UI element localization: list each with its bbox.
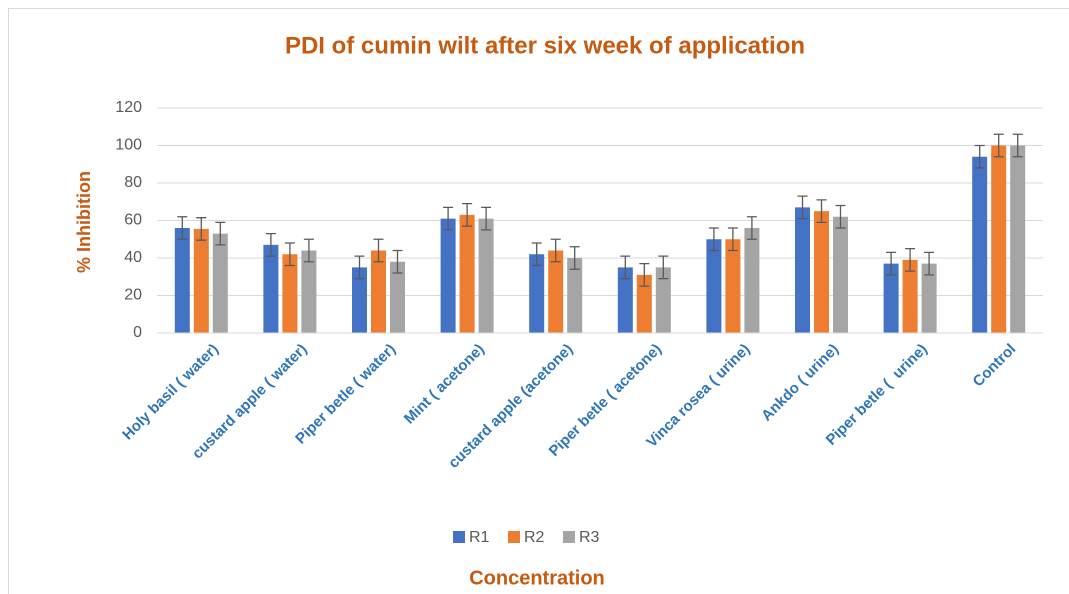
- bar: [390, 261, 405, 333]
- bar: [814, 211, 829, 333]
- error-bar: [1012, 133, 1023, 158]
- y-tick-label: 20: [124, 287, 142, 304]
- error-bar: [462, 202, 473, 227]
- error-bar: [481, 206, 492, 231]
- error-bar: [835, 204, 846, 229]
- bar: [1010, 145, 1026, 333]
- error-bar: [443, 206, 454, 231]
- error-bar: [639, 262, 650, 287]
- error-bar: [727, 227, 738, 252]
- y-tick-label: 120: [115, 99, 142, 116]
- legend-label: R2: [524, 529, 545, 546]
- chart-border: [8, 8, 1069, 594]
- error-bar: [620, 255, 631, 280]
- y-tick-label: 100: [115, 137, 142, 154]
- legend-label: R1: [469, 529, 490, 546]
- bar: [902, 259, 918, 333]
- error-bar: [284, 242, 295, 267]
- x-axis-title: Concentration: [469, 567, 605, 589]
- bar: [282, 254, 298, 333]
- chart-title: PDI of cumin wilt after six week of appl…: [285, 32, 805, 59]
- y-axis-title: % Inhibition: [74, 171, 94, 273]
- bar: [371, 250, 386, 333]
- error-bar: [924, 251, 935, 276]
- legend-swatch: [453, 531, 465, 543]
- x-tick-label: Mint ( acetone): [401, 341, 488, 428]
- y-tick-label: 60: [124, 212, 142, 229]
- bar: [263, 244, 279, 333]
- bar: [795, 207, 810, 333]
- error-bar: [392, 249, 403, 274]
- legend-swatch: [563, 531, 575, 543]
- bar: [459, 214, 475, 333]
- error-bar: [215, 221, 226, 246]
- y-tick-label: 0: [133, 324, 142, 341]
- error-bar: [797, 195, 808, 220]
- x-tick-label: Control: [970, 341, 1020, 391]
- x-tick-label: Piper betle ( urine): [823, 341, 931, 449]
- error-bar: [354, 255, 365, 280]
- bar: [706, 239, 722, 333]
- bar: [548, 250, 564, 333]
- legend-label: R3: [579, 529, 600, 546]
- bar: [883, 263, 899, 333]
- bar: [744, 228, 760, 333]
- error-bar: [816, 199, 827, 224]
- error-bar: [531, 242, 542, 267]
- bar: [921, 263, 937, 333]
- bar: [193, 228, 209, 333]
- bar: [725, 239, 741, 333]
- bar: [212, 233, 228, 333]
- bar: [478, 218, 494, 333]
- bar: [655, 267, 671, 333]
- error-bar: [303, 238, 314, 263]
- error-bar: [746, 216, 757, 240]
- bar: [529, 254, 545, 333]
- bar: [567, 258, 583, 333]
- error-bar: [886, 251, 897, 276]
- error-bar: [905, 247, 916, 272]
- error-bar: [658, 255, 669, 280]
- x-tick-label: Holy basil ( water): [119, 341, 222, 444]
- bar: [174, 228, 190, 333]
- error-bar: [373, 238, 384, 263]
- bar: [440, 218, 456, 333]
- error-bar: [974, 144, 985, 169]
- bar: [991, 145, 1007, 333]
- error-bar: [993, 133, 1004, 158]
- y-tick-label: 80: [124, 174, 142, 191]
- bar: [617, 267, 633, 333]
- bar: [972, 156, 988, 333]
- bar: [833, 216, 848, 333]
- error-bar: [569, 246, 580, 270]
- legend-swatch: [508, 531, 520, 543]
- bar: [352, 267, 367, 333]
- bar: [301, 250, 317, 333]
- error-bar: [196, 217, 207, 241]
- error-bar: [177, 216, 188, 240]
- error-bar: [550, 238, 561, 263]
- error-bar: [708, 227, 719, 252]
- x-tick-label: Ankdo ( urine): [758, 341, 842, 425]
- y-tick-label: 40: [124, 249, 142, 266]
- bar: [636, 274, 652, 333]
- x-tick-label: Piper betle ( water): [292, 341, 399, 448]
- error-bar: [265, 232, 276, 257]
